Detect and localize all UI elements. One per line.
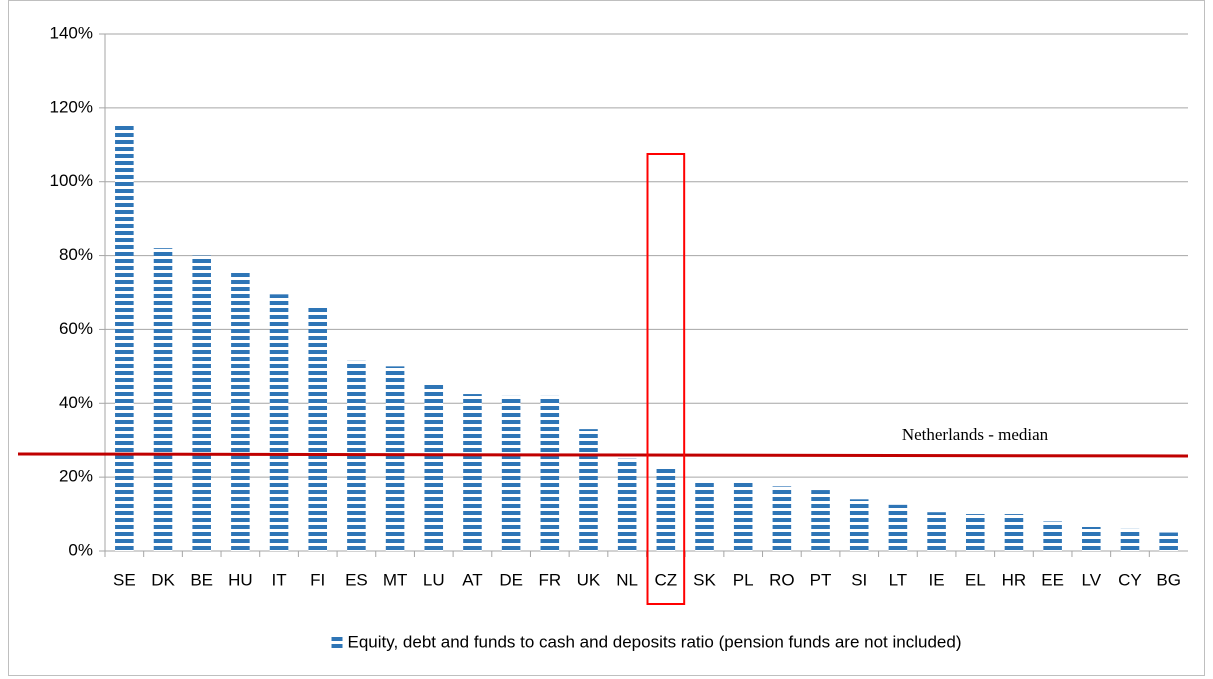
x-tick-label: LU [423,570,445,589]
legend-swatch [331,637,343,648]
y-tick-label: 60% [59,319,93,338]
x-tick-label: SE [113,570,136,589]
x-tick-label: BG [1156,570,1181,589]
x-tick-label: CZ [655,570,678,589]
median-line [17,452,1189,458]
x-tick-label: LT [889,570,908,589]
bar [308,307,328,551]
x-tick-label: RO [769,570,795,589]
bar [811,490,830,551]
x-tick-label: DK [151,570,175,589]
x-tick-label: FI [310,570,325,589]
y-tick-label: 80% [59,245,93,264]
y-tick-label: 140% [50,23,93,42]
chart-border [8,0,1205,676]
bar [1159,532,1178,551]
x-tick-label: HR [1002,570,1027,589]
y-tick-label: 120% [50,97,93,116]
bar [501,395,521,551]
y-tick-label: 20% [59,467,93,486]
x-tick-label: UK [577,570,601,589]
bar [1004,514,1024,551]
legend-label: Equity, debt and funds to cash and depos… [348,632,962,651]
bar [463,394,482,551]
bar [617,458,637,551]
bar [772,486,792,551]
bar [888,504,908,551]
x-tick-label: LV [1082,570,1102,589]
x-tick-label: EL [965,570,986,589]
x-tick-label: AT [462,570,482,589]
bar [927,512,946,551]
bar [1120,528,1140,551]
x-tick-label: NL [616,570,638,589]
bar [231,270,250,551]
x-tick-label: IT [271,570,286,589]
bar [656,467,676,551]
bar [269,294,289,551]
bar [1082,526,1101,551]
bar [849,499,869,551]
x-tick-label: PL [733,570,754,589]
x-tick-label: EE [1041,570,1064,589]
bar [192,255,211,552]
x-tick-label: HU [228,570,253,589]
median-label: Netherlands - median [902,425,1049,444]
highlight-box [646,153,686,605]
bar [579,429,598,551]
x-tick-label: CY [1118,570,1142,589]
x-tick-label: ES [345,570,368,589]
bar [695,480,714,551]
x-tick-label: SK [693,570,716,589]
x-tick-label: IE [929,570,945,589]
x-tick-label: MT [383,570,408,589]
x-tick-label: BE [190,570,213,589]
x-tick-label: PT [810,570,832,589]
bar [965,514,985,551]
bar [424,382,444,551]
bar [115,124,134,551]
bar [733,482,753,551]
bar [153,248,173,551]
y-tick-label: 40% [59,393,93,412]
y-tick-label: 0% [68,540,93,559]
y-tick-label: 100% [50,171,93,190]
x-tick-label: FR [538,570,561,589]
bar [540,395,560,551]
bar [1043,521,1062,551]
x-tick-label: DE [499,570,523,589]
x-tick-label: SI [851,570,867,589]
bar [385,366,405,551]
